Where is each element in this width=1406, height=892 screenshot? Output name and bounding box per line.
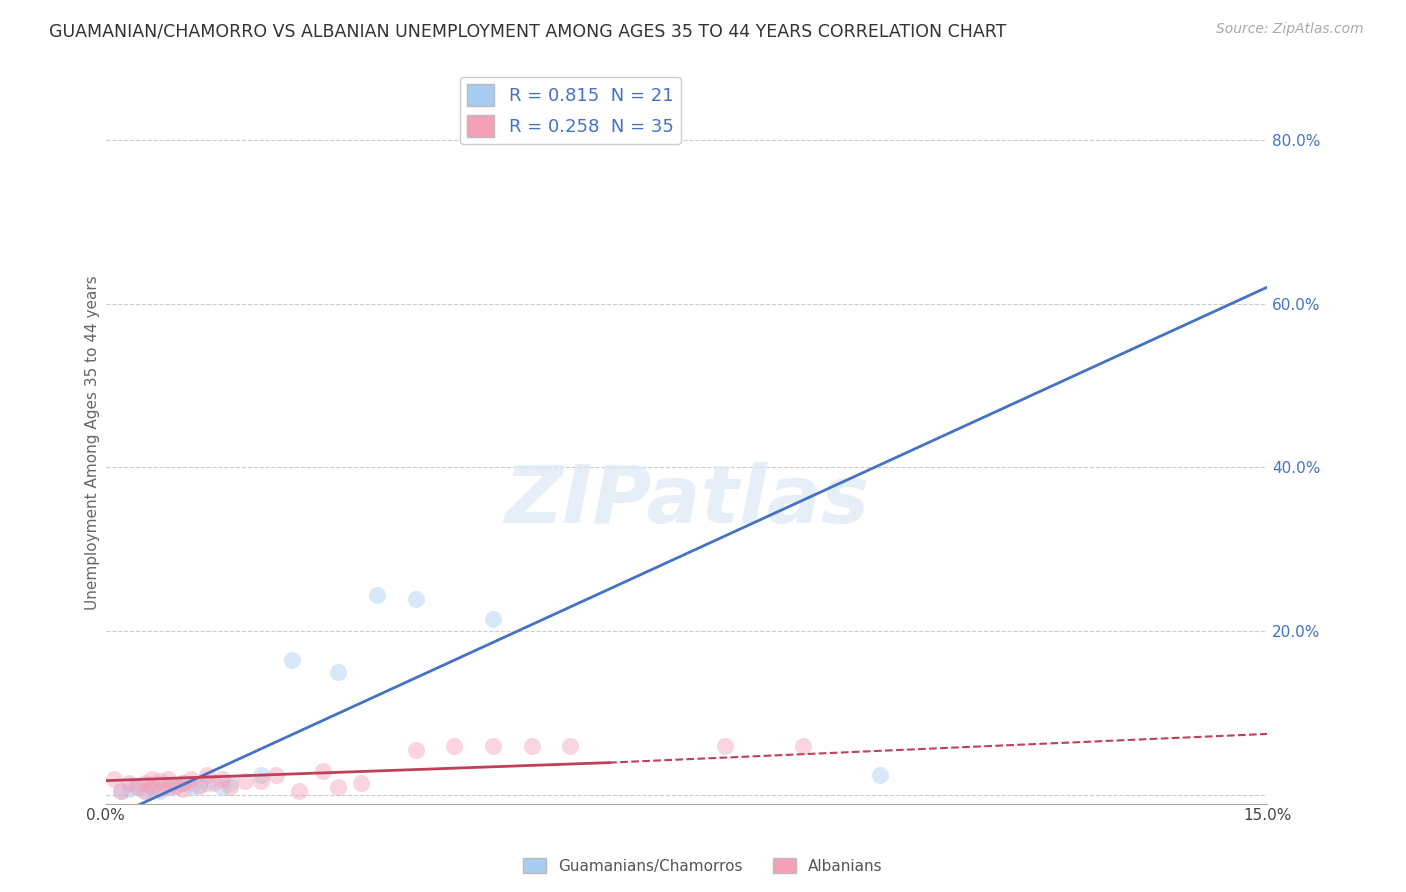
Point [165,779,187,793]
Point [264,768,287,782]
Point [110,784,132,798]
Point [187,779,209,793]
Point [149,773,172,788]
Point [118,776,141,790]
Point [405,591,427,606]
Y-axis label: Unemployment Among Ages 35 to 44 years: Unemployment Among Ages 35 to 44 years [86,276,100,610]
Point [218,776,240,790]
Point [202,776,225,790]
Text: ZIPatlas: ZIPatlas [505,461,869,540]
Point [714,739,737,754]
Point [211,780,233,795]
Text: GUAMANIAN/CHAMORRO VS ALBANIAN UNEMPLOYMENT AMONG AGES 35 TO 44 YEARS CORRELATIO: GUAMANIAN/CHAMORRO VS ALBANIAN UNEMPLOYM… [49,22,1007,40]
Point [180,772,202,786]
Point [156,780,179,795]
Point [141,772,163,786]
Point [172,776,194,790]
Point [482,739,505,754]
Point [118,781,141,796]
Legend: Guamanians/Chamorros, Albanians: Guamanians/Chamorros, Albanians [517,852,889,880]
Point [141,781,163,796]
Point [560,739,582,754]
Point [103,772,125,786]
Point [134,784,156,798]
Point [149,781,172,796]
Point [172,776,194,790]
Point [187,778,209,792]
Point [195,768,218,782]
Point [328,780,350,795]
Point [443,739,465,754]
Point [520,739,543,754]
Point [125,780,148,795]
Point [233,773,256,788]
Point [350,776,373,790]
Point [792,739,814,754]
Point [366,588,388,602]
Point [149,784,172,798]
Point [110,784,132,798]
Text: Source: ZipAtlas.com: Source: ZipAtlas.com [1216,22,1364,37]
Point [218,780,240,795]
Point [134,776,156,790]
Point [249,773,271,788]
Point [280,653,302,667]
Point [311,764,333,778]
Point [134,784,156,798]
Point [165,779,187,793]
Point [125,780,148,795]
Point [156,780,179,795]
Point [156,772,179,786]
Point [180,780,202,795]
Point [405,743,427,757]
Point [195,776,218,790]
Point [869,768,891,782]
Legend: R = 0.815  N = 21, R = 0.258  N = 35: R = 0.815 N = 21, R = 0.258 N = 35 [460,77,681,145]
Point [288,784,311,798]
Point [141,779,163,793]
Point [211,772,233,786]
Point [249,768,271,782]
Point [172,781,194,796]
Point [482,612,505,626]
Point [328,665,350,680]
